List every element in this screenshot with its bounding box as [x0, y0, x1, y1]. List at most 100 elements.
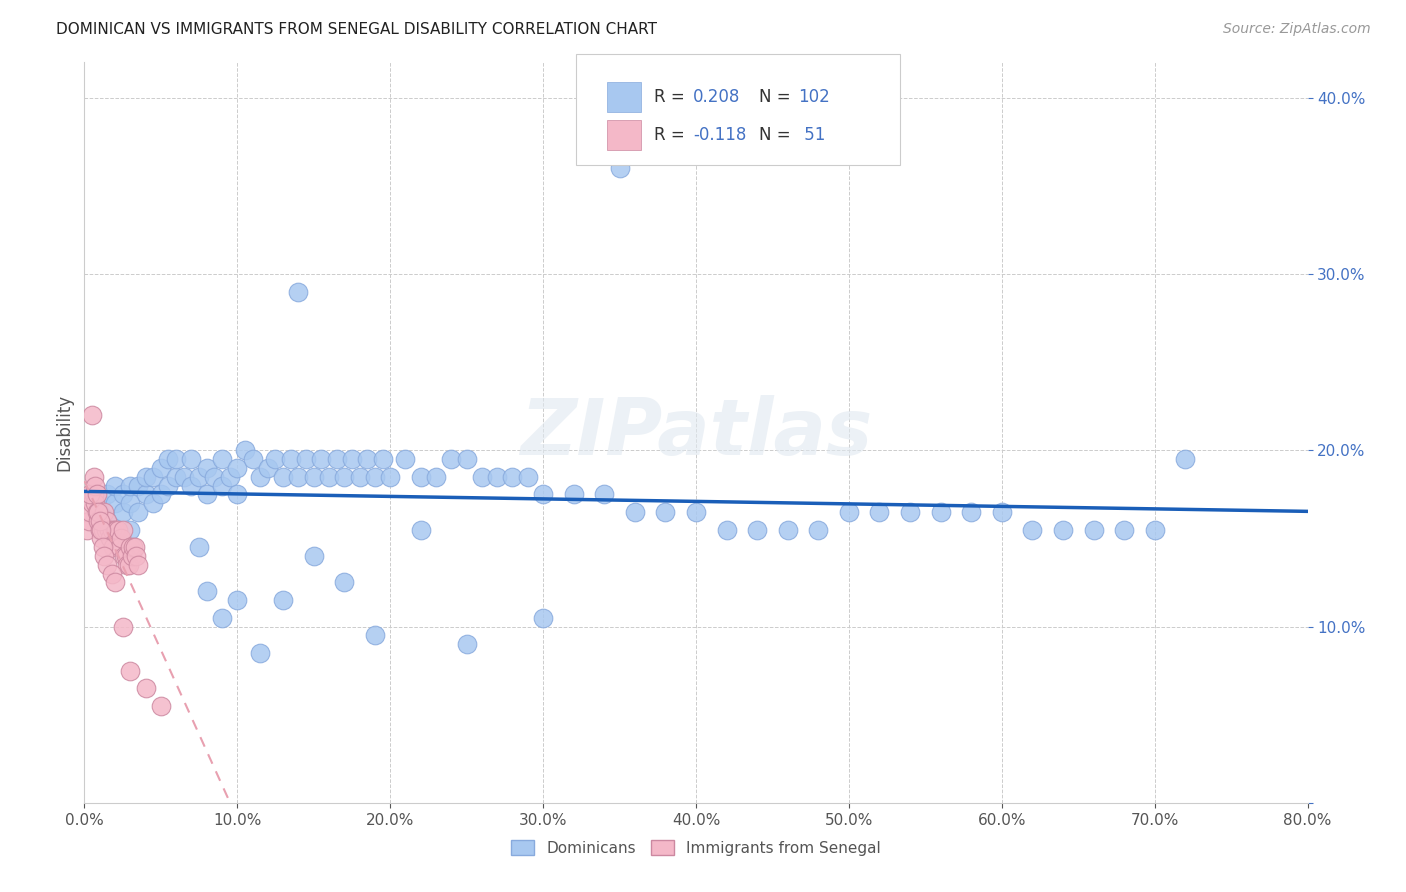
Point [991, 505, 1014, 519]
Point [211, 610, 233, 624]
Point [120, 478, 142, 492]
Text: N =: N = [759, 126, 796, 144]
Text: 0.208: 0.208 [693, 88, 741, 106]
Text: DOMINICAN VS IMMIGRANTS FROM SENEGAL DISABILITY CORRELATION CHART: DOMINICAN VS IMMIGRANTS FROM SENEGAL DIS… [56, 22, 657, 37]
Point [89, 514, 111, 528]
Point [87, 505, 110, 519]
Point [1083, 523, 1105, 537]
Point [531, 487, 554, 501]
Point [98, 532, 121, 546]
Point [287, 285, 309, 299]
Point [593, 487, 616, 501]
Point [195, 461, 218, 475]
Text: -0.118: -0.118 [693, 126, 747, 144]
Point [838, 505, 860, 519]
Text: R =: R = [654, 126, 690, 144]
Point [96, 558, 118, 572]
Point [364, 469, 387, 483]
Point [349, 469, 371, 483]
Point [127, 558, 149, 572]
Point [211, 478, 233, 492]
Point [311, 452, 333, 467]
Point [83, 469, 105, 483]
Point [118, 558, 141, 572]
Point [165, 469, 187, 483]
Point [104, 478, 127, 492]
Point [105, 523, 128, 537]
Point [91, 523, 114, 537]
Point [104, 523, 127, 537]
Point [89, 523, 111, 537]
Point [869, 505, 891, 519]
Point [271, 469, 294, 483]
Point [409, 523, 432, 537]
Point [96, 514, 118, 528]
Point [135, 487, 157, 501]
Point [226, 487, 249, 501]
Point [502, 469, 524, 483]
Point [333, 469, 356, 483]
Point [471, 469, 494, 483]
Text: ZIPatlas: ZIPatlas [520, 394, 872, 471]
Point [233, 443, 256, 458]
Point [264, 452, 287, 467]
Point [195, 487, 218, 501]
Point [180, 452, 202, 467]
Point [107, 523, 129, 537]
Point [302, 469, 325, 483]
Legend: Dominicans, Immigrants from Senegal: Dominicans, Immigrants from Senegal [505, 834, 887, 862]
Point [302, 549, 325, 563]
Text: 51: 51 [799, 126, 825, 144]
Point [111, 505, 134, 519]
Point [271, 593, 294, 607]
Point [120, 540, 142, 554]
Point [96, 514, 118, 528]
Point [149, 698, 172, 713]
Point [108, 540, 131, 554]
Point [125, 549, 148, 563]
Point [89, 523, 111, 537]
Point [110, 532, 132, 546]
Text: R =: R = [654, 88, 690, 106]
Point [111, 619, 134, 633]
Point [157, 452, 180, 467]
Point [127, 505, 149, 519]
Point [440, 452, 463, 467]
Point [486, 469, 509, 483]
Point [960, 505, 983, 519]
Point [325, 452, 347, 467]
Text: N =: N = [759, 88, 796, 106]
Point [654, 505, 676, 519]
Point [516, 469, 538, 483]
Point [371, 452, 394, 467]
Point [135, 681, 157, 696]
Point [79, 505, 101, 519]
Point [1143, 523, 1166, 537]
Point [364, 628, 387, 642]
Point [79, 487, 101, 501]
Point [333, 575, 356, 590]
Point [93, 505, 115, 519]
Text: Source: ZipAtlas.com: Source: ZipAtlas.com [1223, 22, 1371, 37]
Point [716, 523, 738, 537]
Point [89, 505, 111, 519]
Point [425, 469, 447, 483]
Point [89, 496, 111, 510]
Point [295, 452, 318, 467]
Point [226, 593, 249, 607]
Point [195, 584, 218, 599]
Point [121, 549, 143, 563]
Point [101, 566, 124, 581]
Point [624, 505, 647, 519]
Point [135, 469, 157, 483]
Point [394, 452, 416, 467]
Point [84, 478, 107, 492]
Point [249, 646, 271, 660]
Point [94, 523, 117, 537]
Point [356, 452, 378, 467]
Point [104, 523, 127, 537]
Point [111, 487, 134, 501]
Point [112, 549, 135, 563]
Point [218, 469, 240, 483]
Point [149, 487, 172, 501]
